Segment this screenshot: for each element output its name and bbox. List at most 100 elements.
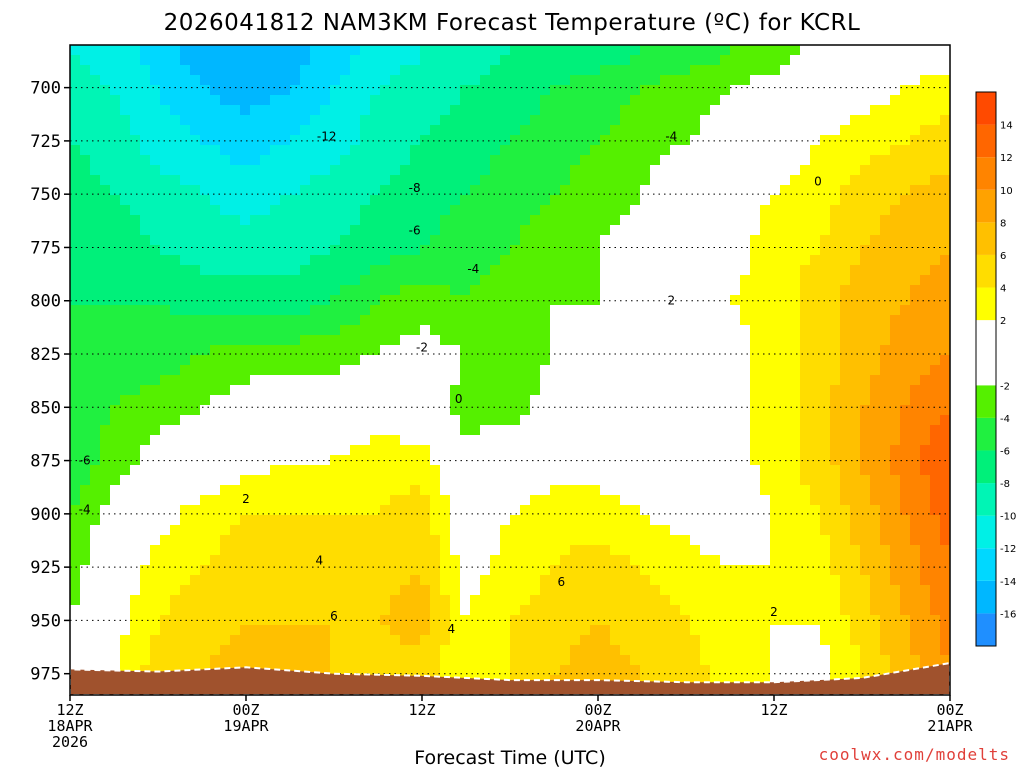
heatmap-cell [690,435,701,446]
heatmap-cell [410,405,421,416]
heatmap-cell [380,565,391,576]
heatmap-cell [240,385,251,396]
heatmap-cell [210,325,221,336]
heatmap-cell [850,235,861,246]
heatmap-cell [550,245,561,256]
heatmap-cell [880,585,891,596]
heatmap-cell [590,565,601,576]
heatmap-cell [450,425,461,436]
heatmap-cell [840,195,851,206]
heatmap-cell [610,525,621,536]
heatmap-cell [220,115,231,126]
heatmap-cell [100,485,111,496]
heatmap-cell [290,195,301,206]
heatmap-cell [360,375,371,386]
heatmap-cell [200,205,211,216]
heatmap-cell [330,185,341,196]
heatmap-cell [830,535,841,546]
heatmap-cell [300,405,311,416]
heatmap-cell [290,215,301,226]
heatmap-cell [790,395,801,406]
heatmap-cell [80,545,91,556]
heatmap-cell [710,405,721,416]
heatmap-cell [380,405,391,416]
heatmap-cell [200,525,211,536]
heatmap-cell [400,165,411,176]
heatmap-cell [530,325,541,336]
heatmap-cell [120,285,131,296]
heatmap-cell [320,445,331,456]
heatmap-cell [200,195,211,206]
heatmap-cell [460,415,471,426]
heatmap-cell [600,245,611,256]
heatmap-cell [570,575,581,586]
heatmap-cell [390,485,401,496]
heatmap-cell [480,455,491,466]
heatmap-cell [740,335,751,346]
heatmap-cell [590,575,601,586]
heatmap-cell [930,195,941,206]
heatmap-cell [810,295,821,306]
heatmap-cell [940,345,950,356]
heatmap-cell [80,535,91,546]
heatmap-cell [590,235,601,246]
heatmap-cell [720,355,731,366]
heatmap-cell [550,175,561,186]
heatmap-cell [830,355,841,366]
heatmap-cell [910,505,921,516]
heatmap-cell [480,145,491,156]
heatmap-cell [620,365,631,376]
heatmap-cell [400,525,411,536]
heatmap-cell [690,385,701,396]
heatmap-cell [250,515,261,526]
heatmap-cell [900,465,911,476]
heatmap-cell [80,465,91,476]
heatmap-cell [210,545,221,556]
heatmap-cell [410,365,421,376]
heatmap-cell [470,585,481,596]
heatmap-cell [550,585,561,596]
heatmap-cell [450,85,461,96]
heatmap-cell [880,175,891,186]
heatmap-cell [540,255,551,266]
heatmap-cell [630,385,641,396]
heatmap-cell [490,595,501,606]
heatmap-cell [790,445,801,456]
heatmap-cell [790,485,801,496]
heatmap-cell [130,275,141,286]
heatmap-cell [320,295,331,306]
heatmap-cell [230,485,241,496]
heatmap-cell [240,575,251,586]
heatmap-cell [260,365,271,376]
heatmap-cell [930,325,941,336]
heatmap-cell [400,355,411,366]
heatmap-cell [170,535,181,546]
heatmap-cell [820,405,831,416]
heatmap-cell [480,365,491,376]
heatmap-cell [140,585,151,596]
heatmap-cell [500,55,511,66]
heatmap-cell [240,595,251,606]
heatmap-cell [80,595,91,606]
heatmap-cell [120,55,131,66]
heatmap-cell [570,515,581,526]
heatmap-cell [130,175,141,186]
heatmap-cell [210,285,221,296]
heatmap-cell [810,595,821,606]
heatmap-cell [140,65,151,76]
heatmap-cell [150,55,161,66]
heatmap-cell [840,95,851,106]
heatmap-cell [440,115,451,126]
heatmap-cell [210,535,221,546]
heatmap-cell [920,475,931,486]
heatmap-cell [740,115,751,126]
heatmap-cell [130,205,141,216]
heatmap-cell [340,475,351,486]
heatmap-cell [890,305,901,316]
heatmap-cell [640,135,651,146]
heatmap-cell [130,195,141,206]
heatmap-cell [930,245,941,256]
heatmap-cell [460,255,471,266]
heatmap-cell [250,415,261,426]
heatmap-cell [280,415,291,426]
